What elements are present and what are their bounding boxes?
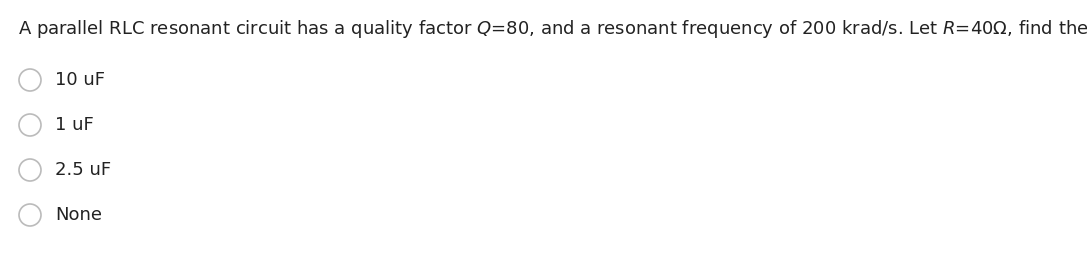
Text: 1 uF: 1 uF (55, 116, 93, 134)
Text: 10 uF: 10 uF (55, 71, 105, 89)
Text: None: None (55, 206, 102, 224)
Text: 2.5 uF: 2.5 uF (55, 161, 111, 179)
Text: A parallel RLC resonant circuit has a quality factor $\it{Q}$=80, and a resonant: A parallel RLC resonant circuit has a qu… (18, 18, 1087, 40)
